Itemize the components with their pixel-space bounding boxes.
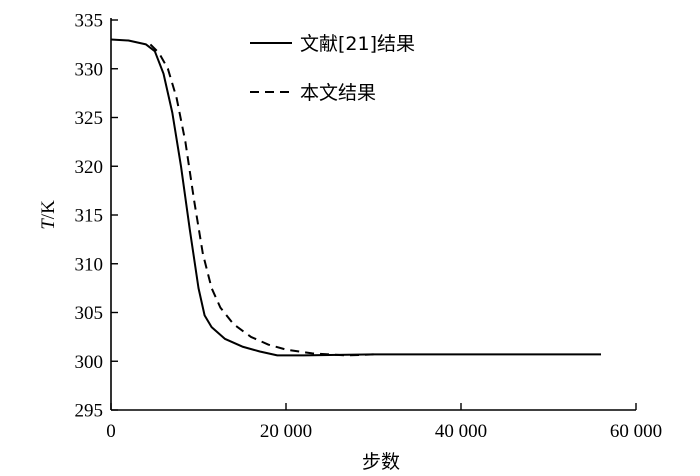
- legend: 文献[21]结果 本文结果: [250, 33, 415, 104]
- y-tick-label: 310: [75, 254, 104, 275]
- x-tick-label: 40 000: [435, 421, 487, 442]
- y-tick-label: 335: [75, 11, 104, 32]
- y-tick-label: 325: [75, 108, 104, 129]
- y-tick-label: 330: [75, 59, 104, 80]
- y-tick-label: 295: [75, 401, 104, 422]
- x-tick-label: 0: [106, 421, 116, 442]
- legend-label-series-0: 文献[21]结果: [300, 33, 415, 55]
- y-tick-label: 305: [75, 303, 104, 324]
- x-axis-label: 步数: [362, 451, 400, 473]
- y-tick-label: 300: [75, 352, 104, 373]
- series-group: [110, 38, 601, 357]
- x-ticks: 0 20 000 40 000 60 000: [106, 403, 662, 442]
- series-line-1: [149, 43, 374, 357]
- y-axis-label-symbol: T: [38, 218, 59, 230]
- y-tick-label: 315: [75, 206, 104, 227]
- y-axis-label-unit: /K: [38, 200, 59, 219]
- x-tick-label: 20 000: [260, 421, 312, 442]
- y-ticks: 295 300 305 310 315 320 325 330 335: [75, 11, 118, 422]
- series-line-0: [110, 38, 601, 357]
- y-tick-label: 320: [75, 157, 104, 178]
- x-tick-label: 60 000: [610, 421, 662, 442]
- legend-label-series-1: 本文结果: [300, 82, 376, 104]
- y-axis-label: T/K: [38, 200, 59, 230]
- axes: [110, 18, 636, 411]
